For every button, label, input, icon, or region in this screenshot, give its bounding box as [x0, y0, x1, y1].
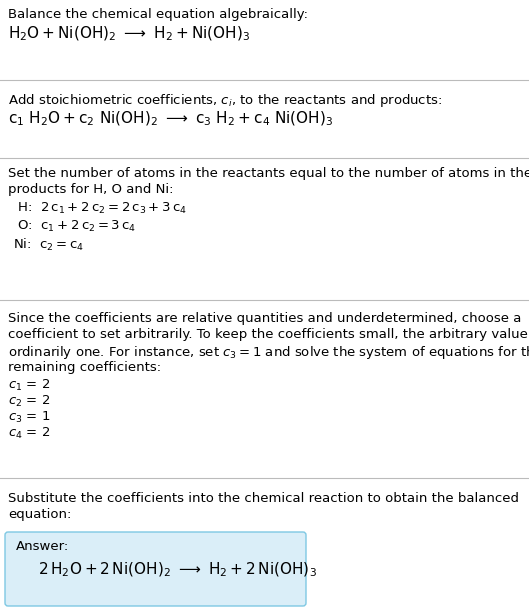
Text: Ni:  $\mathrm{c_2 = c_4}$: Ni: $\mathrm{c_2 = c_4}$ — [13, 237, 84, 253]
Text: H:  $\mathrm{2\,c_1 + 2\,c_2 = 2\,c_3 + 3\,c_4}$: H: $\mathrm{2\,c_1 + 2\,c_2 = 2\,c_3 + 3… — [13, 201, 187, 216]
Text: O:  $\mathrm{c_1 + 2\,c_2 = 3\,c_4}$: O: $\mathrm{c_1 + 2\,c_2 = 3\,c_4}$ — [13, 219, 136, 234]
Text: $c_1$ = 2: $c_1$ = 2 — [8, 378, 50, 393]
Text: $\mathrm{H_2O + Ni(OH)_2 \ \longrightarrow \ H_2 + Ni(OH)_3}$: $\mathrm{H_2O + Ni(OH)_2 \ \longrightarr… — [8, 25, 250, 43]
Text: ordinarily one. For instance, set $c_3 = 1$ and solve the system of equations fo: ordinarily one. For instance, set $c_3 =… — [8, 344, 529, 361]
Text: $\mathrm{2\,H_2O + 2\,Ni(OH)_2 \ \longrightarrow \ H_2 + 2\,Ni(OH)_3}$: $\mathrm{2\,H_2O + 2\,Ni(OH)_2 \ \longri… — [38, 561, 317, 580]
Text: $c_2$ = 2: $c_2$ = 2 — [8, 394, 50, 409]
Text: equation:: equation: — [8, 508, 71, 521]
Text: Substitute the coefficients into the chemical reaction to obtain the balanced: Substitute the coefficients into the che… — [8, 492, 519, 505]
Text: Answer:: Answer: — [16, 540, 69, 553]
Text: Set the number of atoms in the reactants equal to the number of atoms in the: Set the number of atoms in the reactants… — [8, 167, 529, 180]
Text: $\mathrm{c_1\ H_2O + c_2\ Ni(OH)_2 \ \longrightarrow \ c_3\ H_2 + c_4\ Ni(OH)_3}: $\mathrm{c_1\ H_2O + c_2\ Ni(OH)_2 \ \lo… — [8, 110, 333, 129]
Text: Add stoichiometric coefficients, $c_i$, to the reactants and products:: Add stoichiometric coefficients, $c_i$, … — [8, 92, 442, 109]
Text: Balance the chemical equation algebraically:: Balance the chemical equation algebraica… — [8, 8, 308, 21]
Text: $c_4$ = 2: $c_4$ = 2 — [8, 426, 50, 441]
Text: remaining coefficients:: remaining coefficients: — [8, 361, 161, 374]
Text: Since the coefficients are relative quantities and underdetermined, choose a: Since the coefficients are relative quan… — [8, 312, 522, 325]
Text: coefficient to set arbitrarily. To keep the coefficients small, the arbitrary va: coefficient to set arbitrarily. To keep … — [8, 328, 529, 341]
Text: products for H, O and Ni:: products for H, O and Ni: — [8, 183, 174, 196]
FancyBboxPatch shape — [5, 532, 306, 606]
Text: $c_3$ = 1: $c_3$ = 1 — [8, 410, 50, 425]
